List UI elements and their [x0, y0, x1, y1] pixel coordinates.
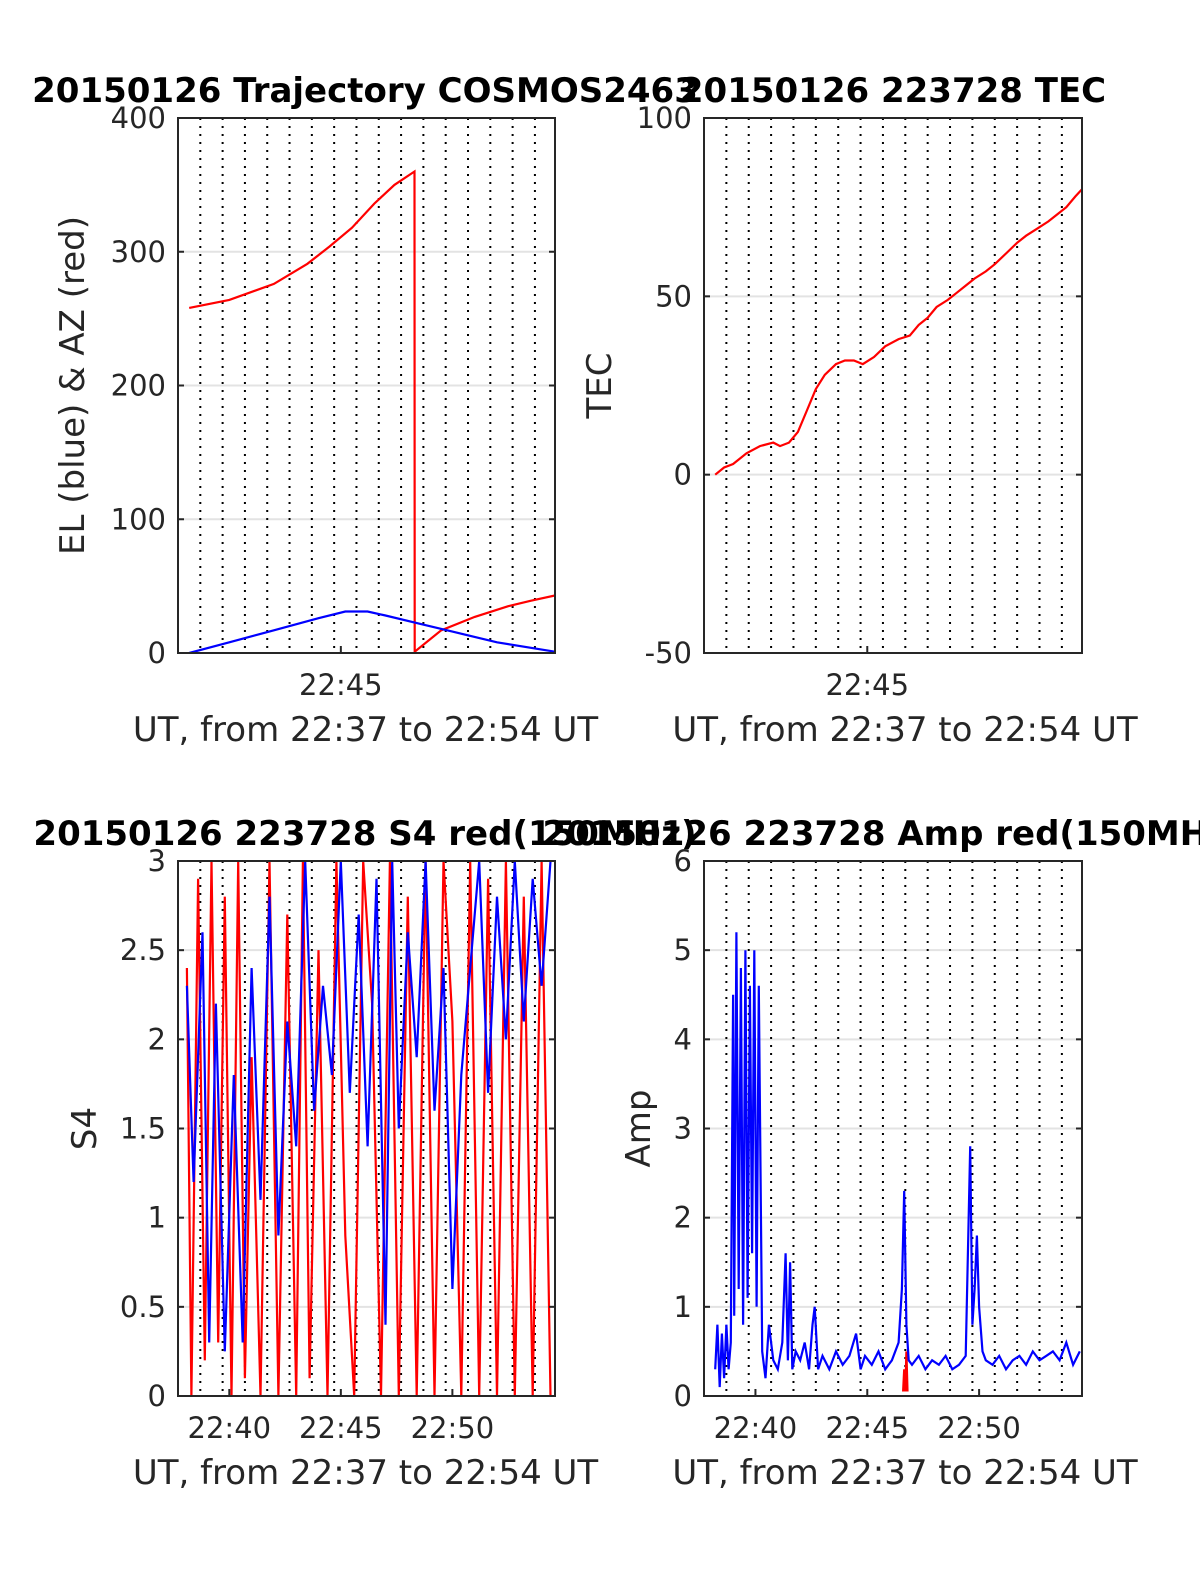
x-axis-label: UT, from 22:37 to 22:54 UT — [133, 710, 599, 750]
y-axis-label: Amp — [619, 1090, 659, 1168]
ytick-label: 0.5 — [120, 1290, 166, 1324]
ytick-label: 300 — [111, 235, 166, 269]
xtick-label: 22:45 — [299, 1411, 383, 1445]
axes-box — [703, 117, 1083, 654]
xtick-label: 22:45 — [299, 668, 383, 702]
chart-title: 20150126 Trajectory COSMOS2463 — [32, 71, 698, 111]
xtick-label: 22:40 — [714, 1411, 798, 1445]
chart-amp: 0 1 2 3 4 5 6 22:40 22:45 22:50 UT, from 22:37 to … — [542, 814, 1200, 1493]
y-axis-label: EL (blue) & AZ (red) — [53, 216, 93, 555]
x-axis-label: UT, from 22:37 to 22:54 UT — [133, 1453, 599, 1493]
y-axis-label: TEC — [580, 353, 620, 420]
xtick-label: 22:45 — [825, 1411, 909, 1445]
chart-tec: -50 0 50 100 22:45 UT, from 22:37 to 22:54 UT… — [580, 71, 1138, 750]
x-axis-label: UT, from 22:37 to 22:54 UT — [672, 710, 1138, 750]
series-line-1 — [714, 932, 1081, 1388]
ytick-label: 1 — [148, 1201, 166, 1235]
series-line-0 — [902, 1351, 909, 1392]
ytick-label: 0 — [148, 1379, 166, 1413]
ytick-label: 2 — [674, 1201, 692, 1235]
xtick-label: 22:50 — [411, 1411, 495, 1445]
chart-title: 20150126 223728 S4 red(150MHz) — [33, 814, 696, 854]
xtick-label: 22:40 — [188, 1411, 272, 1445]
ytick-label: 400 — [111, 101, 166, 135]
ytick-label: 100 — [637, 101, 692, 135]
series-line-1 — [188, 610, 555, 653]
ytick-label: 3 — [674, 1112, 692, 1146]
y-axis-label: S4 — [65, 1107, 105, 1150]
ytick-label: 6 — [674, 844, 692, 878]
ytick-label: 0 — [148, 636, 166, 670]
ytick-label: 5 — [674, 933, 692, 967]
xtick-label: 22:45 — [825, 668, 909, 702]
ytick-label: 2.5 — [120, 933, 166, 967]
ytick-label: 100 — [111, 502, 166, 536]
ytick-label: 1 — [674, 1290, 692, 1324]
series-line-1 — [185, 861, 552, 1352]
series-line-0 — [185, 861, 552, 1396]
ytick-label: 0 — [674, 458, 692, 492]
series-line-0 — [714, 188, 1082, 476]
xtick-label: 22:50 — [937, 1411, 1021, 1445]
chart-traj: 0 100 200 300 400 22:45 UT, from 22:37 to 22:5… — [32, 71, 698, 750]
ytick-label: 2 — [148, 1022, 166, 1056]
ytick-label: 200 — [111, 369, 166, 403]
series-line-0 — [188, 169, 555, 653]
ytick-label: 0 — [674, 1379, 692, 1413]
ytick-label: 1.5 — [120, 1112, 166, 1146]
chart-s4: 0 0.5 1 1.5 2 2.5 3 22:40 22:45 22:50 UT, from 22:… — [33, 814, 696, 1493]
ytick-label: 50 — [655, 279, 692, 313]
ytick-label: -50 — [645, 636, 692, 670]
chart-title: 20150126 223728 Amp red(150MHz) — [542, 814, 1200, 854]
x-axis-label: UT, from 22:37 to 22:54 UT — [672, 1453, 1138, 1493]
ytick-label: 3 — [148, 844, 166, 878]
ytick-label: 4 — [674, 1022, 692, 1056]
chart-title: 20150126 223728 TEC — [680, 71, 1106, 111]
